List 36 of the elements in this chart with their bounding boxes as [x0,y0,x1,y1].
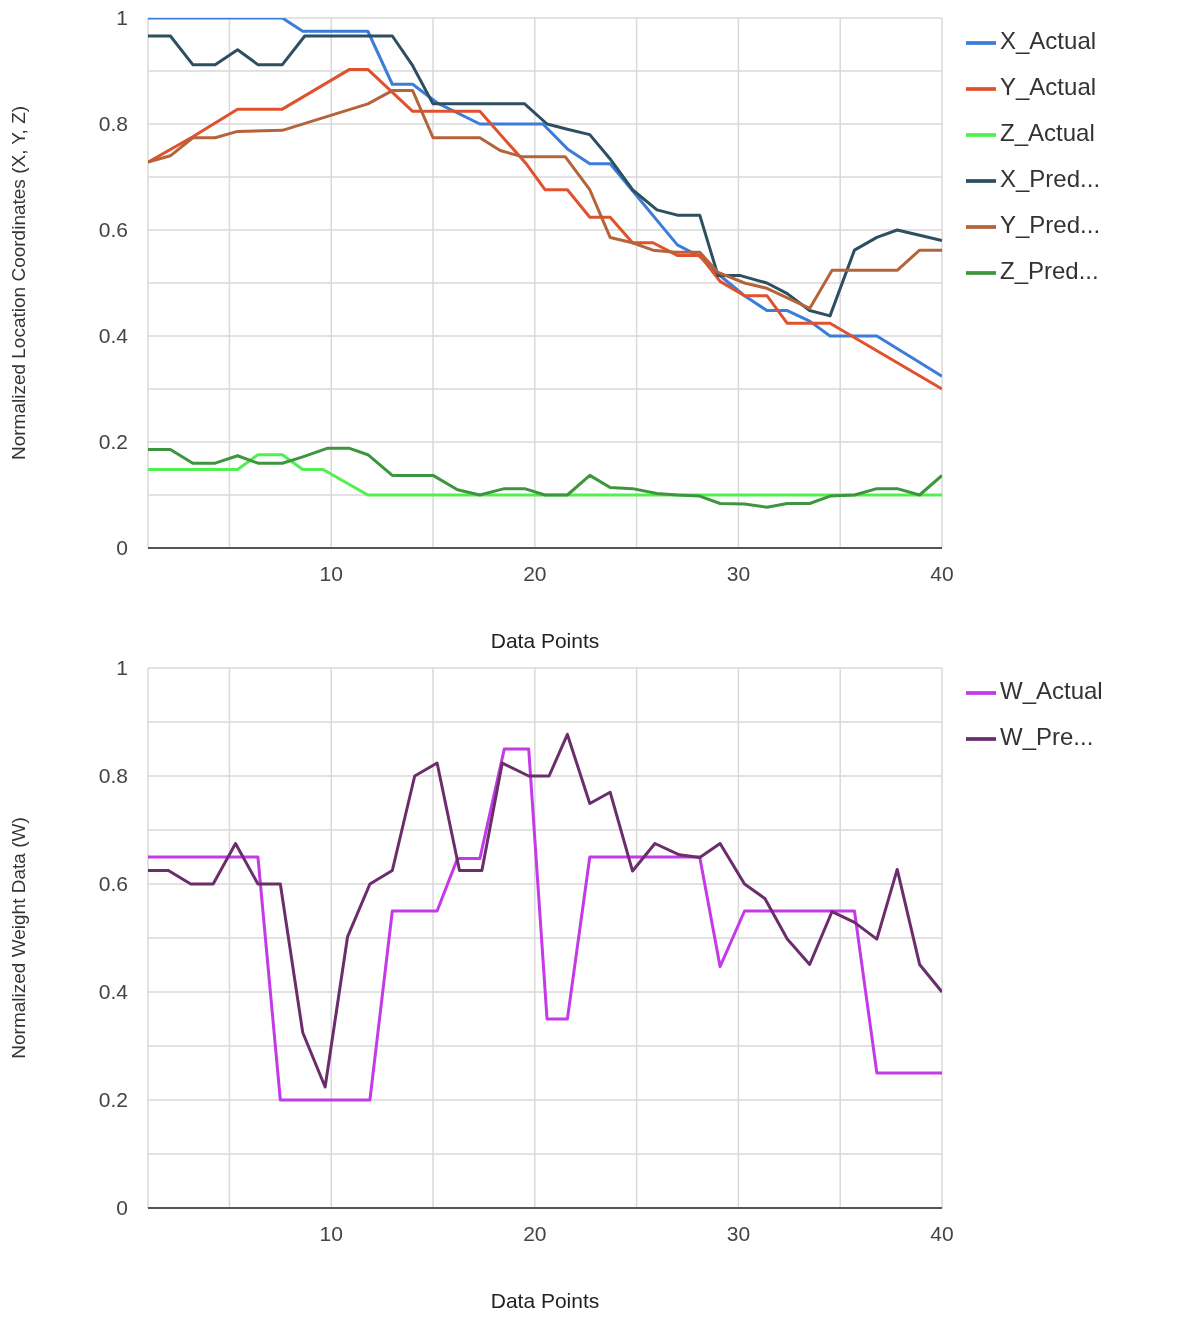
line-series [148,446,942,509]
line-series [148,89,942,310]
x-tick-label: 40 [930,1221,954,1245]
y-tick-label: 0.4 [98,980,129,1004]
y-tick-label: 0.6 [98,218,128,242]
y-tick-label: 0.2 [98,430,128,454]
y-tick-label: 0 [116,536,128,560]
legend-label: Z_Pred... [1000,257,1099,284]
y-tick-label: 0.4 [98,324,129,348]
x-tick-label: 40 [930,561,954,585]
y-tick-label: 0.8 [98,112,128,136]
x-tick-label: 20 [523,1221,547,1245]
legend-label: Z_Actual [1000,119,1095,146]
y-tick-label: 1 [116,656,128,680]
y-tick-label: 0.6 [98,872,128,896]
x-axis-title: Data Points [490,629,600,652]
legend-label: W_Pre... [1000,723,1094,750]
x-tick-label: 30 [726,1221,751,1245]
y-tick-label: 0.8 [98,764,128,788]
x-tick-label: 20 [523,561,547,585]
legend-label: Y_Pred... [1000,211,1101,238]
x-tick-label: 10 [319,1221,343,1245]
x-axis-title: Data Points [490,1289,600,1312]
y-axis-title: Normalized Location Coordinates (X, Y, Z) [7,105,29,461]
legend-label: X_Actual [1000,27,1097,54]
line-series [148,67,942,391]
y-tick-label: 1 [116,6,128,30]
x-tick-label: 10 [319,561,343,585]
line-series [148,34,942,318]
y-tick-label: 0 [116,1196,128,1220]
legend-label: X_Pred... [1000,165,1101,192]
x-tick-label: 30 [726,561,751,585]
legend-label: W_Actual [1000,677,1103,704]
y-axis-title: Normalized Weight Data (W) [7,817,29,1059]
y-tick-label: 0.2 [98,1088,128,1112]
legend-label: Y_Actual [1000,73,1097,100]
